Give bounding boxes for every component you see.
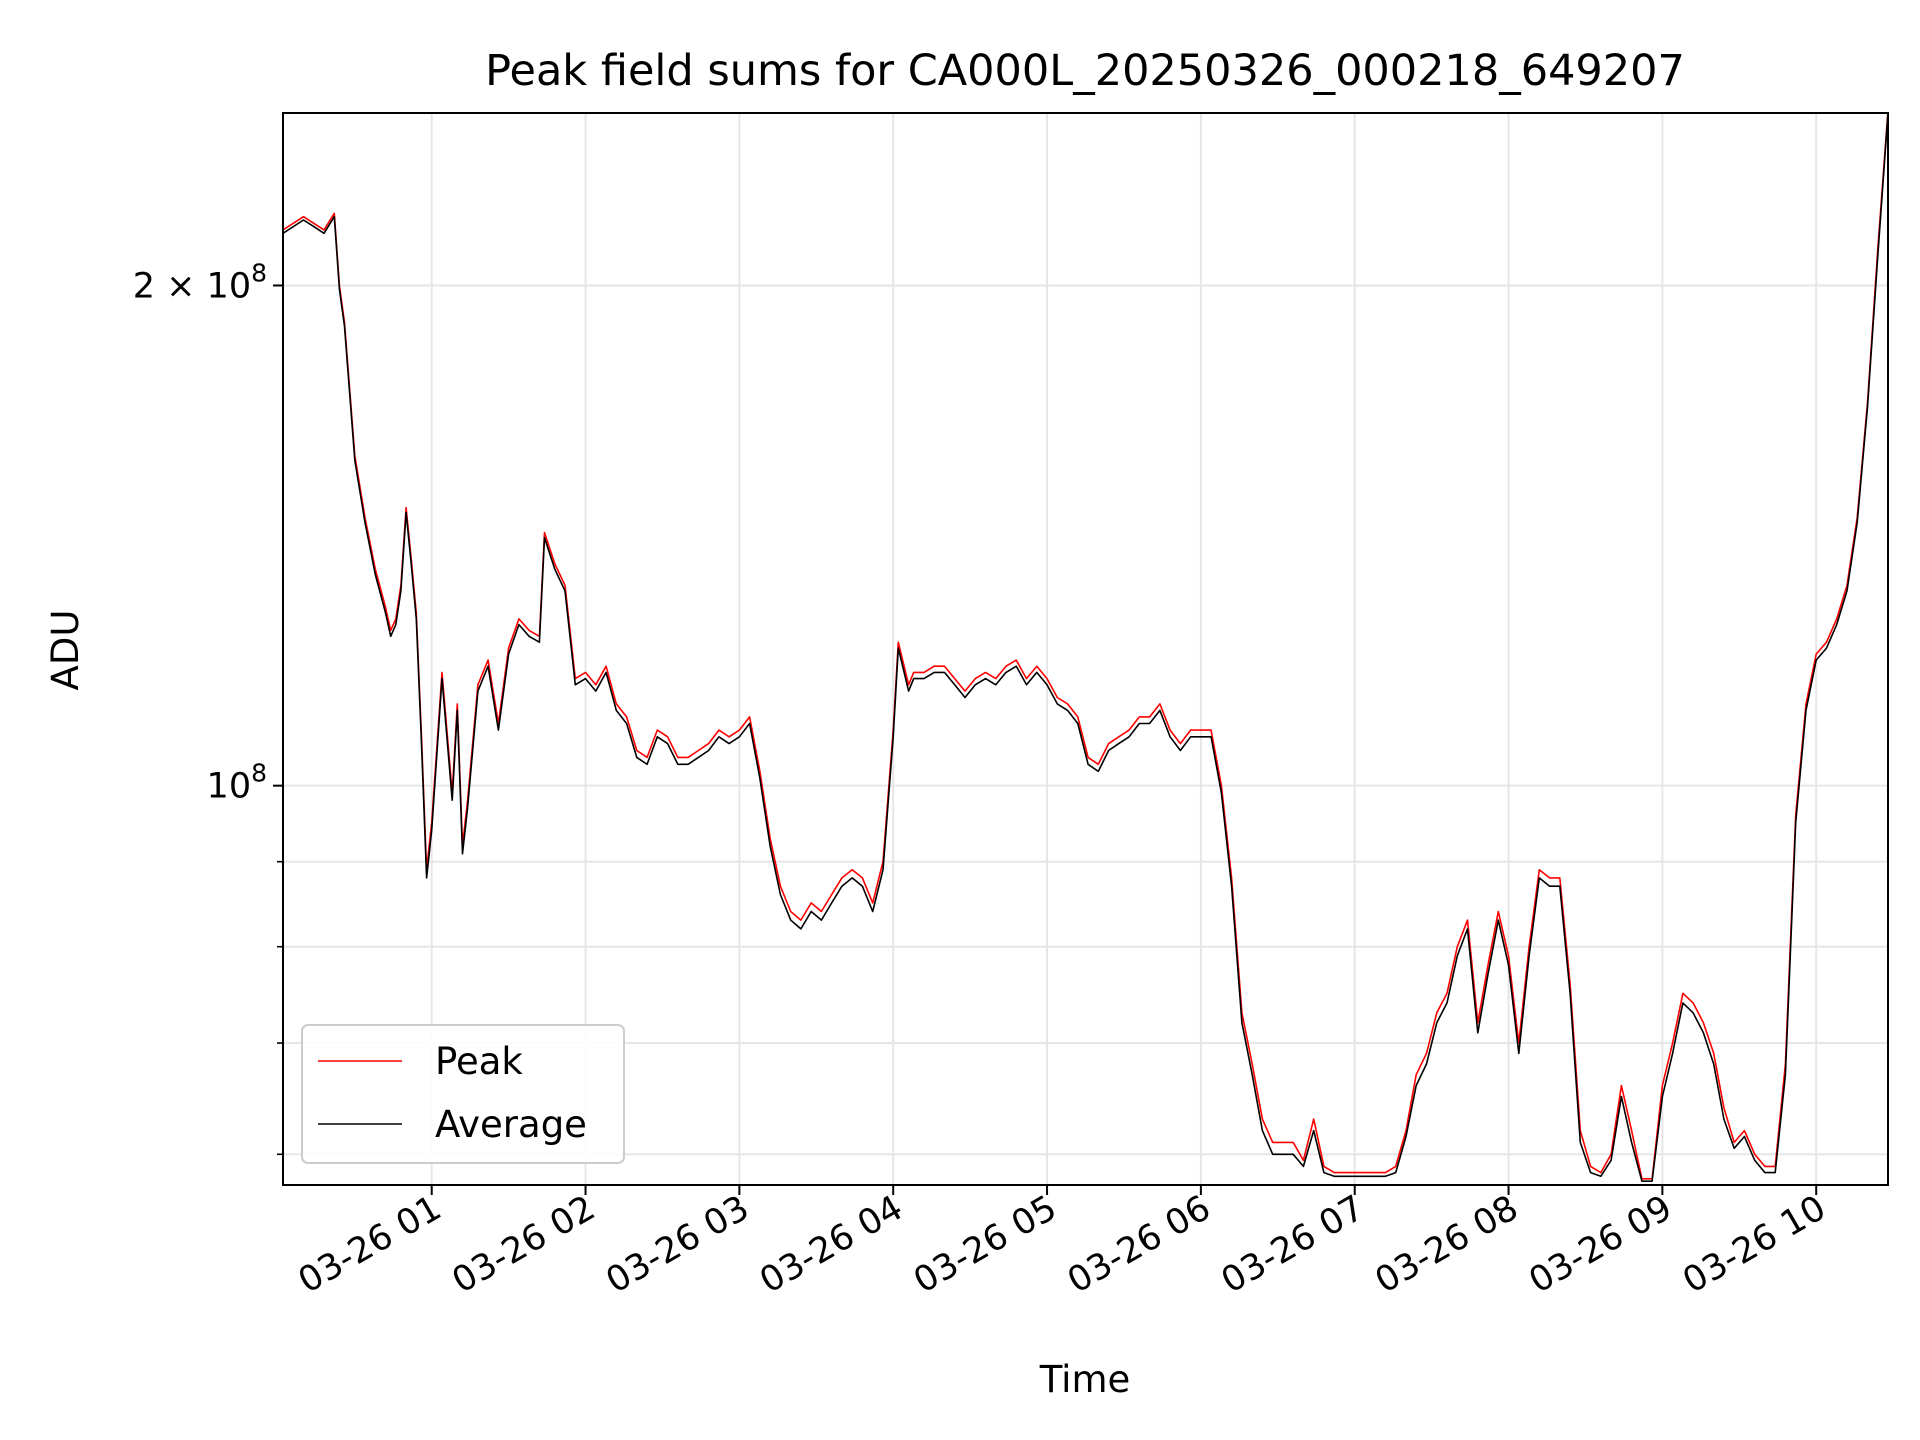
y-axis-label: ADU [44,610,87,691]
x-axis-label: Time [1039,1358,1131,1401]
grid [283,113,1888,1185]
legend-label-peak: Peak [435,1040,523,1083]
chart-title: Peak field sums for CA000L_20250326_0002… [485,46,1685,96]
plot-area-frame [282,112,1889,1186]
legend-label-average: Average [435,1103,587,1146]
series-line-peak [283,113,1888,1180]
series-line-average [283,113,1888,1182]
legend-box [301,1024,625,1164]
y-tick-label: 108 [207,759,267,807]
y-tick-label: 2 × 108 [133,258,267,306]
legend: Peak Average [301,1024,625,1164]
plot-series [283,113,1888,1182]
y-axis: 108 2 × 108 [133,258,283,1156]
